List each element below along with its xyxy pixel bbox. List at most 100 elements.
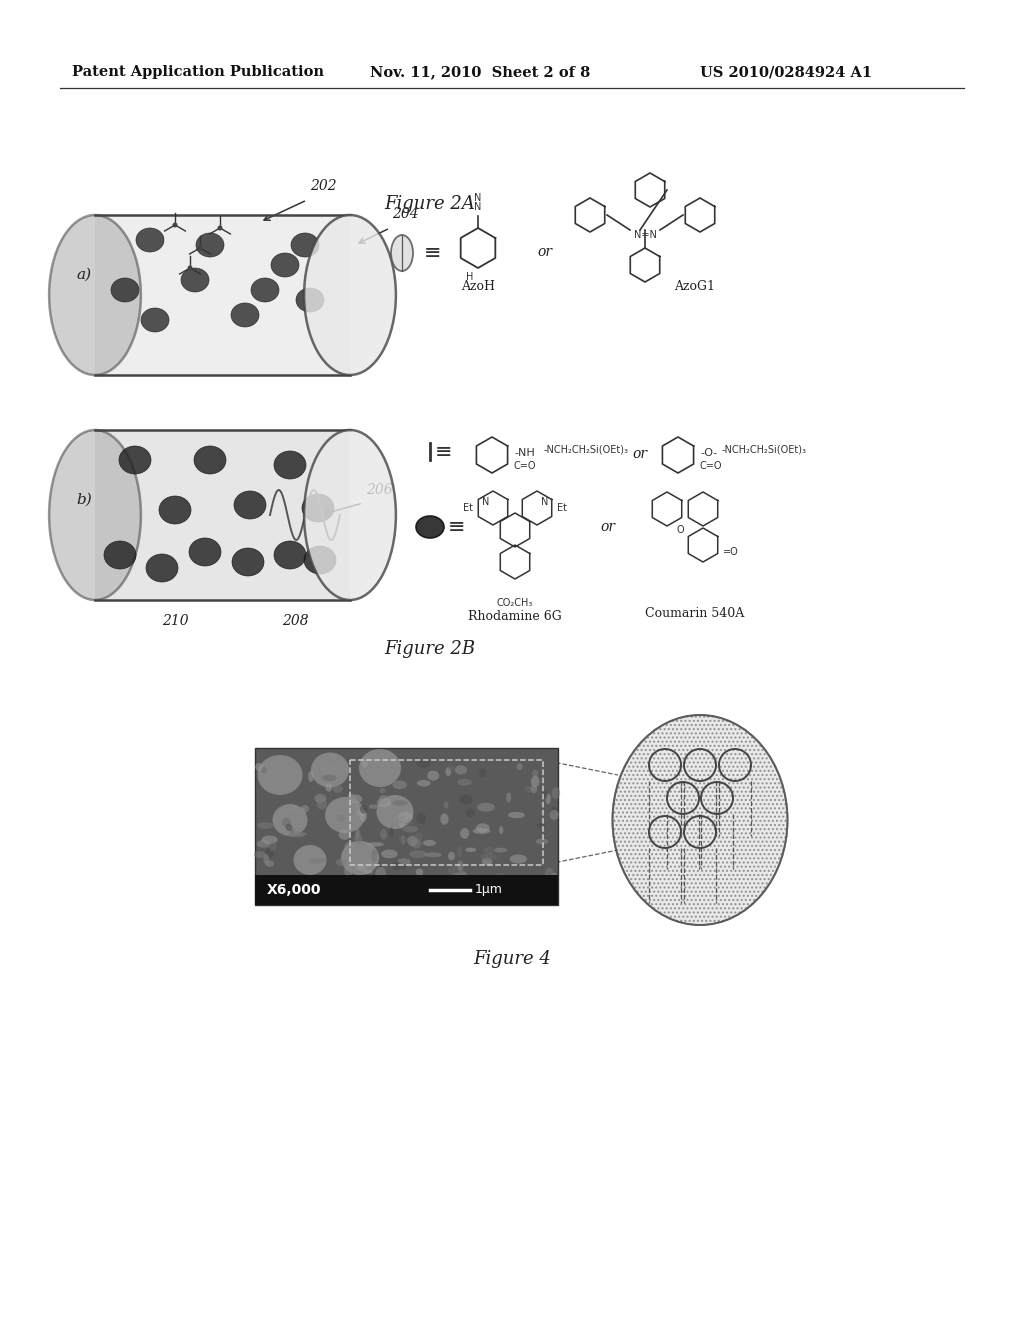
Ellipse shape xyxy=(398,812,413,822)
Ellipse shape xyxy=(234,491,266,519)
Ellipse shape xyxy=(376,867,386,879)
Ellipse shape xyxy=(311,752,349,788)
FancyBboxPatch shape xyxy=(255,748,558,906)
Ellipse shape xyxy=(449,851,455,861)
Ellipse shape xyxy=(545,867,554,879)
Ellipse shape xyxy=(326,784,333,792)
Ellipse shape xyxy=(265,847,274,858)
FancyBboxPatch shape xyxy=(95,215,350,375)
Text: 202: 202 xyxy=(310,180,337,193)
Text: b): b) xyxy=(76,492,92,507)
Ellipse shape xyxy=(381,850,397,858)
Ellipse shape xyxy=(455,766,467,775)
Ellipse shape xyxy=(380,788,386,793)
Ellipse shape xyxy=(537,822,546,828)
Text: or: or xyxy=(538,246,553,259)
Ellipse shape xyxy=(282,817,291,826)
Text: N
N: N N xyxy=(474,193,481,213)
Ellipse shape xyxy=(308,858,326,863)
Ellipse shape xyxy=(440,813,449,825)
Ellipse shape xyxy=(458,779,472,785)
Ellipse shape xyxy=(359,805,368,813)
Text: 208: 208 xyxy=(282,614,308,628)
Ellipse shape xyxy=(304,430,396,601)
Text: -NCH₂CH₂Si(OEt)₃: -NCH₂CH₂Si(OEt)₃ xyxy=(544,445,629,455)
Ellipse shape xyxy=(344,841,358,850)
Text: 1μm: 1μm xyxy=(475,883,503,896)
Ellipse shape xyxy=(546,793,551,804)
Ellipse shape xyxy=(296,288,324,312)
Ellipse shape xyxy=(111,279,139,302)
Ellipse shape xyxy=(146,554,178,582)
Text: Coumarin 540A: Coumarin 540A xyxy=(645,607,744,620)
Ellipse shape xyxy=(411,838,422,849)
Ellipse shape xyxy=(517,763,522,770)
Text: X6,000: X6,000 xyxy=(267,883,322,898)
Text: Rhodamine 6G: Rhodamine 6G xyxy=(468,610,562,623)
Ellipse shape xyxy=(366,842,384,846)
Ellipse shape xyxy=(416,869,423,875)
Ellipse shape xyxy=(341,841,379,875)
Ellipse shape xyxy=(274,451,306,479)
Text: -NCH₂CH₂Si(OEt)₃: -NCH₂CH₂Si(OEt)₃ xyxy=(722,445,807,455)
Text: Nov. 11, 2010  Sheet 2 of 8: Nov. 11, 2010 Sheet 2 of 8 xyxy=(370,65,590,79)
Ellipse shape xyxy=(271,253,299,277)
Ellipse shape xyxy=(325,797,365,833)
Text: ≡: ≡ xyxy=(424,243,441,263)
Ellipse shape xyxy=(496,874,505,880)
Text: ≡: ≡ xyxy=(435,442,453,462)
Ellipse shape xyxy=(347,793,356,805)
Ellipse shape xyxy=(231,304,259,327)
Ellipse shape xyxy=(551,807,558,814)
Text: Figure 2B: Figure 2B xyxy=(384,640,475,657)
Ellipse shape xyxy=(49,215,141,375)
Ellipse shape xyxy=(172,223,177,227)
Ellipse shape xyxy=(536,838,548,845)
Ellipse shape xyxy=(402,826,418,833)
Text: Figure 2A: Figure 2A xyxy=(385,195,475,213)
Ellipse shape xyxy=(181,268,209,292)
Text: AzoG1: AzoG1 xyxy=(675,280,716,293)
Ellipse shape xyxy=(552,787,560,799)
Ellipse shape xyxy=(447,866,463,875)
Ellipse shape xyxy=(499,826,503,834)
Ellipse shape xyxy=(531,776,540,787)
Ellipse shape xyxy=(379,795,388,804)
Ellipse shape xyxy=(476,824,489,833)
Ellipse shape xyxy=(532,770,538,776)
Ellipse shape xyxy=(377,797,391,808)
Ellipse shape xyxy=(232,548,264,576)
Ellipse shape xyxy=(510,854,527,863)
Text: C=O: C=O xyxy=(700,461,723,471)
Ellipse shape xyxy=(380,829,387,840)
Ellipse shape xyxy=(294,845,327,875)
Ellipse shape xyxy=(356,809,366,816)
Ellipse shape xyxy=(473,828,490,834)
Ellipse shape xyxy=(333,785,343,793)
Ellipse shape xyxy=(457,861,464,871)
FancyBboxPatch shape xyxy=(95,430,350,601)
Ellipse shape xyxy=(321,766,336,775)
Ellipse shape xyxy=(362,870,373,874)
Ellipse shape xyxy=(612,715,787,925)
Ellipse shape xyxy=(397,858,411,866)
Ellipse shape xyxy=(392,800,408,805)
Ellipse shape xyxy=(198,246,203,251)
Ellipse shape xyxy=(457,846,462,858)
Ellipse shape xyxy=(196,234,224,257)
Ellipse shape xyxy=(460,828,469,838)
Ellipse shape xyxy=(119,446,151,474)
Ellipse shape xyxy=(49,430,141,601)
Ellipse shape xyxy=(477,803,495,812)
Ellipse shape xyxy=(302,494,334,521)
Ellipse shape xyxy=(483,846,495,854)
Ellipse shape xyxy=(336,858,347,866)
Ellipse shape xyxy=(480,853,498,861)
Ellipse shape xyxy=(339,829,350,840)
Ellipse shape xyxy=(417,813,426,824)
Ellipse shape xyxy=(159,496,191,524)
Ellipse shape xyxy=(254,851,266,858)
Ellipse shape xyxy=(466,809,475,817)
Text: or: or xyxy=(633,447,647,461)
Text: -O-: -O- xyxy=(700,447,717,458)
